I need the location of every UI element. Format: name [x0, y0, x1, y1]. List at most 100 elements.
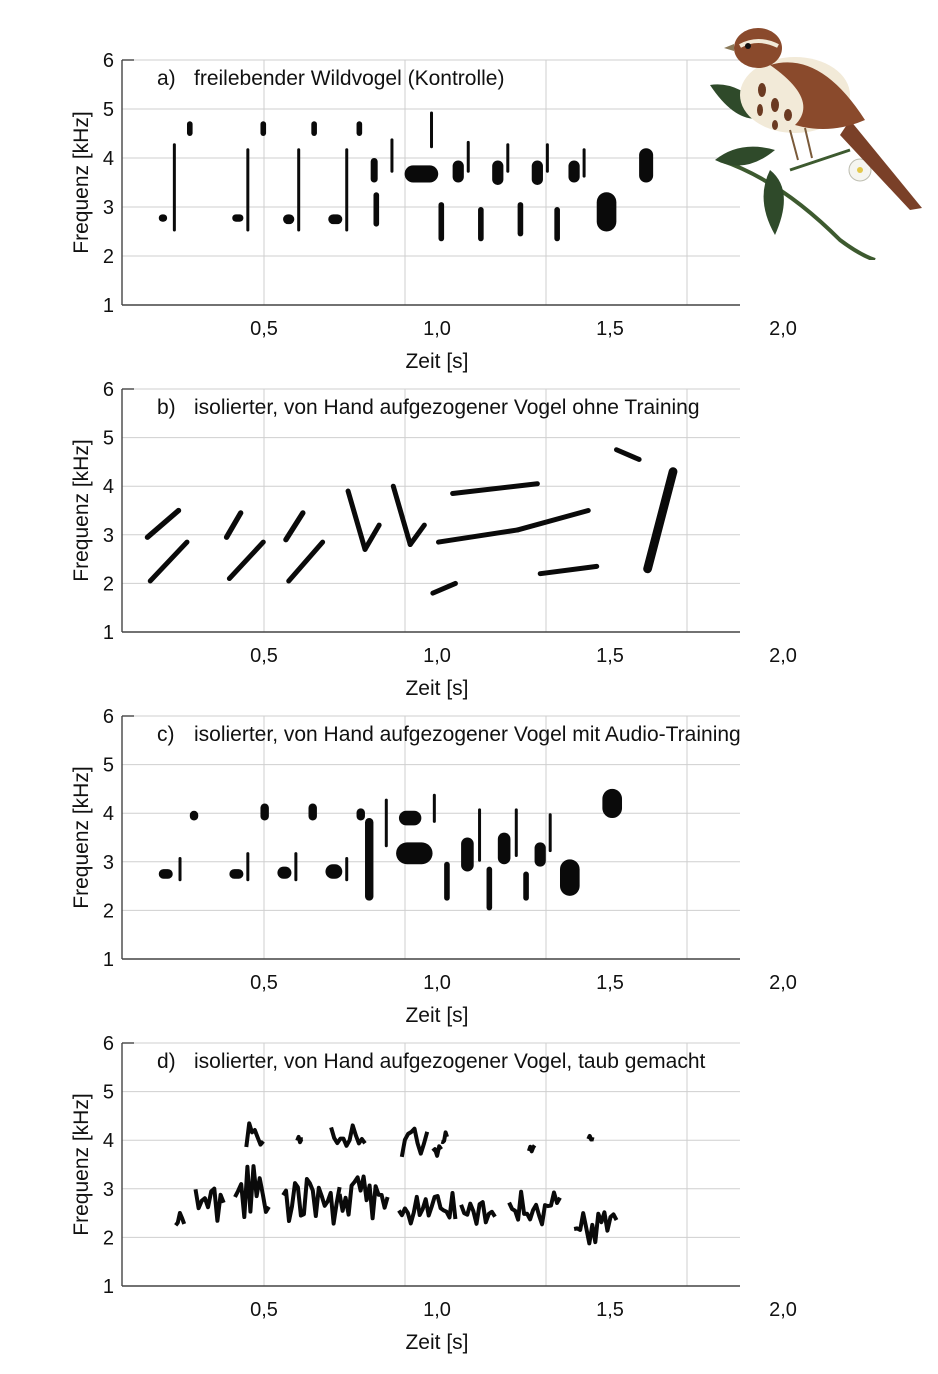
syllable-mark [478, 207, 484, 242]
syllable-mark [178, 856, 182, 882]
x-tick-label: 2,0 [769, 645, 797, 667]
syllable-mark [294, 852, 298, 882]
syllable-sweep [537, 563, 600, 577]
y-tick-label: 3 [103, 525, 114, 547]
y-tick-label: 1 [103, 295, 114, 317]
syllable-mark [373, 192, 380, 227]
syllable-mark [466, 140, 470, 173]
syllable-mark [325, 864, 343, 879]
x-tick-label: 0,5 [250, 645, 278, 667]
y-tick-label: 4 [103, 476, 114, 498]
syllable-mark [602, 788, 623, 819]
y-tick-label: 2 [103, 246, 114, 268]
y-tick-label: 6 [103, 50, 114, 72]
syllable-mark [260, 803, 269, 821]
syllable-cluster [573, 1210, 619, 1246]
syllable-cluster [174, 1211, 187, 1227]
syllable-mark [554, 207, 560, 242]
syllable-mark [486, 866, 493, 911]
syllable-mark [370, 158, 378, 183]
syllable-mark [430, 111, 434, 149]
syllable-mark [461, 837, 474, 872]
syllable-mark [517, 202, 524, 237]
syllable-sweep [390, 483, 413, 548]
grid [122, 715, 740, 959]
x-tick-label: 1,0 [423, 972, 451, 994]
y-axis-label: Frequenz [kHz] [70, 439, 93, 581]
spectrogram-marks [144, 447, 678, 596]
x-tick-label: 1,0 [423, 645, 451, 667]
syllable-mark [277, 866, 292, 879]
syllable-cluster [329, 1123, 367, 1148]
y-tick-label: 6 [103, 1033, 114, 1055]
x-tick-label: 0,5 [250, 1299, 278, 1321]
y-tick-label: 2 [103, 573, 114, 595]
syllable-mark [283, 214, 295, 225]
y-tick-label: 3 [103, 852, 114, 874]
syllable-sweep [144, 507, 182, 540]
x-axis-label: Zeit [s] [405, 1331, 468, 1354]
y-tick-label: 4 [103, 803, 114, 825]
syllable-mark [297, 148, 301, 232]
syllable-mark [492, 160, 504, 185]
syllable-sweep [147, 539, 190, 584]
axes [121, 59, 740, 306]
songbird-illustration [710, 28, 922, 260]
syllable-mark [559, 859, 580, 896]
syllable-mark [260, 121, 267, 136]
syllable-mark [384, 798, 388, 848]
syllable-mark [596, 192, 617, 232]
y-tick-label: 5 [103, 428, 114, 450]
x-tick-label: 2,0 [769, 972, 797, 994]
syllable-sweep [286, 539, 326, 584]
syllable-mark [404, 165, 439, 183]
panel-title: isolierter, von Hand aufgezogener Vogel,… [194, 1050, 706, 1073]
y-tick-label: 5 [103, 99, 114, 121]
spectrogram-panel-b: 1 2 3 4 5 6 0,5 1,0 1,5 2,0 Zeit [s] Frequenz [kHz]… [70, 379, 797, 700]
syllable-sweep [435, 527, 521, 545]
syllable-mark [514, 808, 518, 857]
grid [122, 1042, 740, 1286]
syllable-cluster [431, 1144, 443, 1158]
x-tick-label: 2,0 [769, 1299, 797, 1321]
spectrogram-marks [158, 111, 654, 242]
spectrogram-marks [158, 788, 623, 911]
syllable-mark [506, 143, 510, 173]
spectrogram-marks [174, 1121, 619, 1246]
y-axis-label: Frequenz [kHz] [70, 766, 93, 908]
syllable-mark [639, 148, 654, 183]
syllable-mark [398, 810, 422, 826]
syllable-cluster [337, 1174, 390, 1221]
syllable-mark [432, 793, 436, 823]
syllable-cluster [233, 1164, 271, 1219]
syllable-mark [356, 808, 365, 821]
syllable-sweep [345, 488, 368, 552]
syllable-sweep [407, 522, 427, 548]
axes [121, 388, 740, 633]
syllable-cluster [507, 1189, 562, 1227]
syllable-mark [345, 856, 349, 882]
syllable-cluster [586, 1133, 595, 1142]
syllable-mark [158, 869, 173, 879]
syllable-mark [356, 121, 363, 136]
syllable-mark [545, 143, 549, 173]
y-tick-label: 5 [103, 1082, 114, 1104]
syllable-mark [548, 813, 552, 853]
x-tick-label: 1,0 [423, 1299, 451, 1321]
syllable-mark [452, 160, 464, 183]
syllable-mark [531, 160, 543, 185]
x-tick-label: 1,0 [423, 318, 451, 340]
y-tick-label: 3 [103, 1179, 114, 1201]
axes [121, 715, 740, 960]
syllable-mark [246, 148, 250, 232]
panel-letter: d) [157, 1050, 176, 1073]
x-tick-label: 1,5 [596, 645, 624, 667]
syllable-mark [478, 808, 482, 862]
y-tick-label: 6 [103, 706, 114, 728]
syllable-cluster [527, 1144, 537, 1154]
syllable-cluster [399, 1126, 430, 1158]
syllable-cluster [281, 1177, 342, 1226]
syllable-sweep [223, 510, 244, 540]
